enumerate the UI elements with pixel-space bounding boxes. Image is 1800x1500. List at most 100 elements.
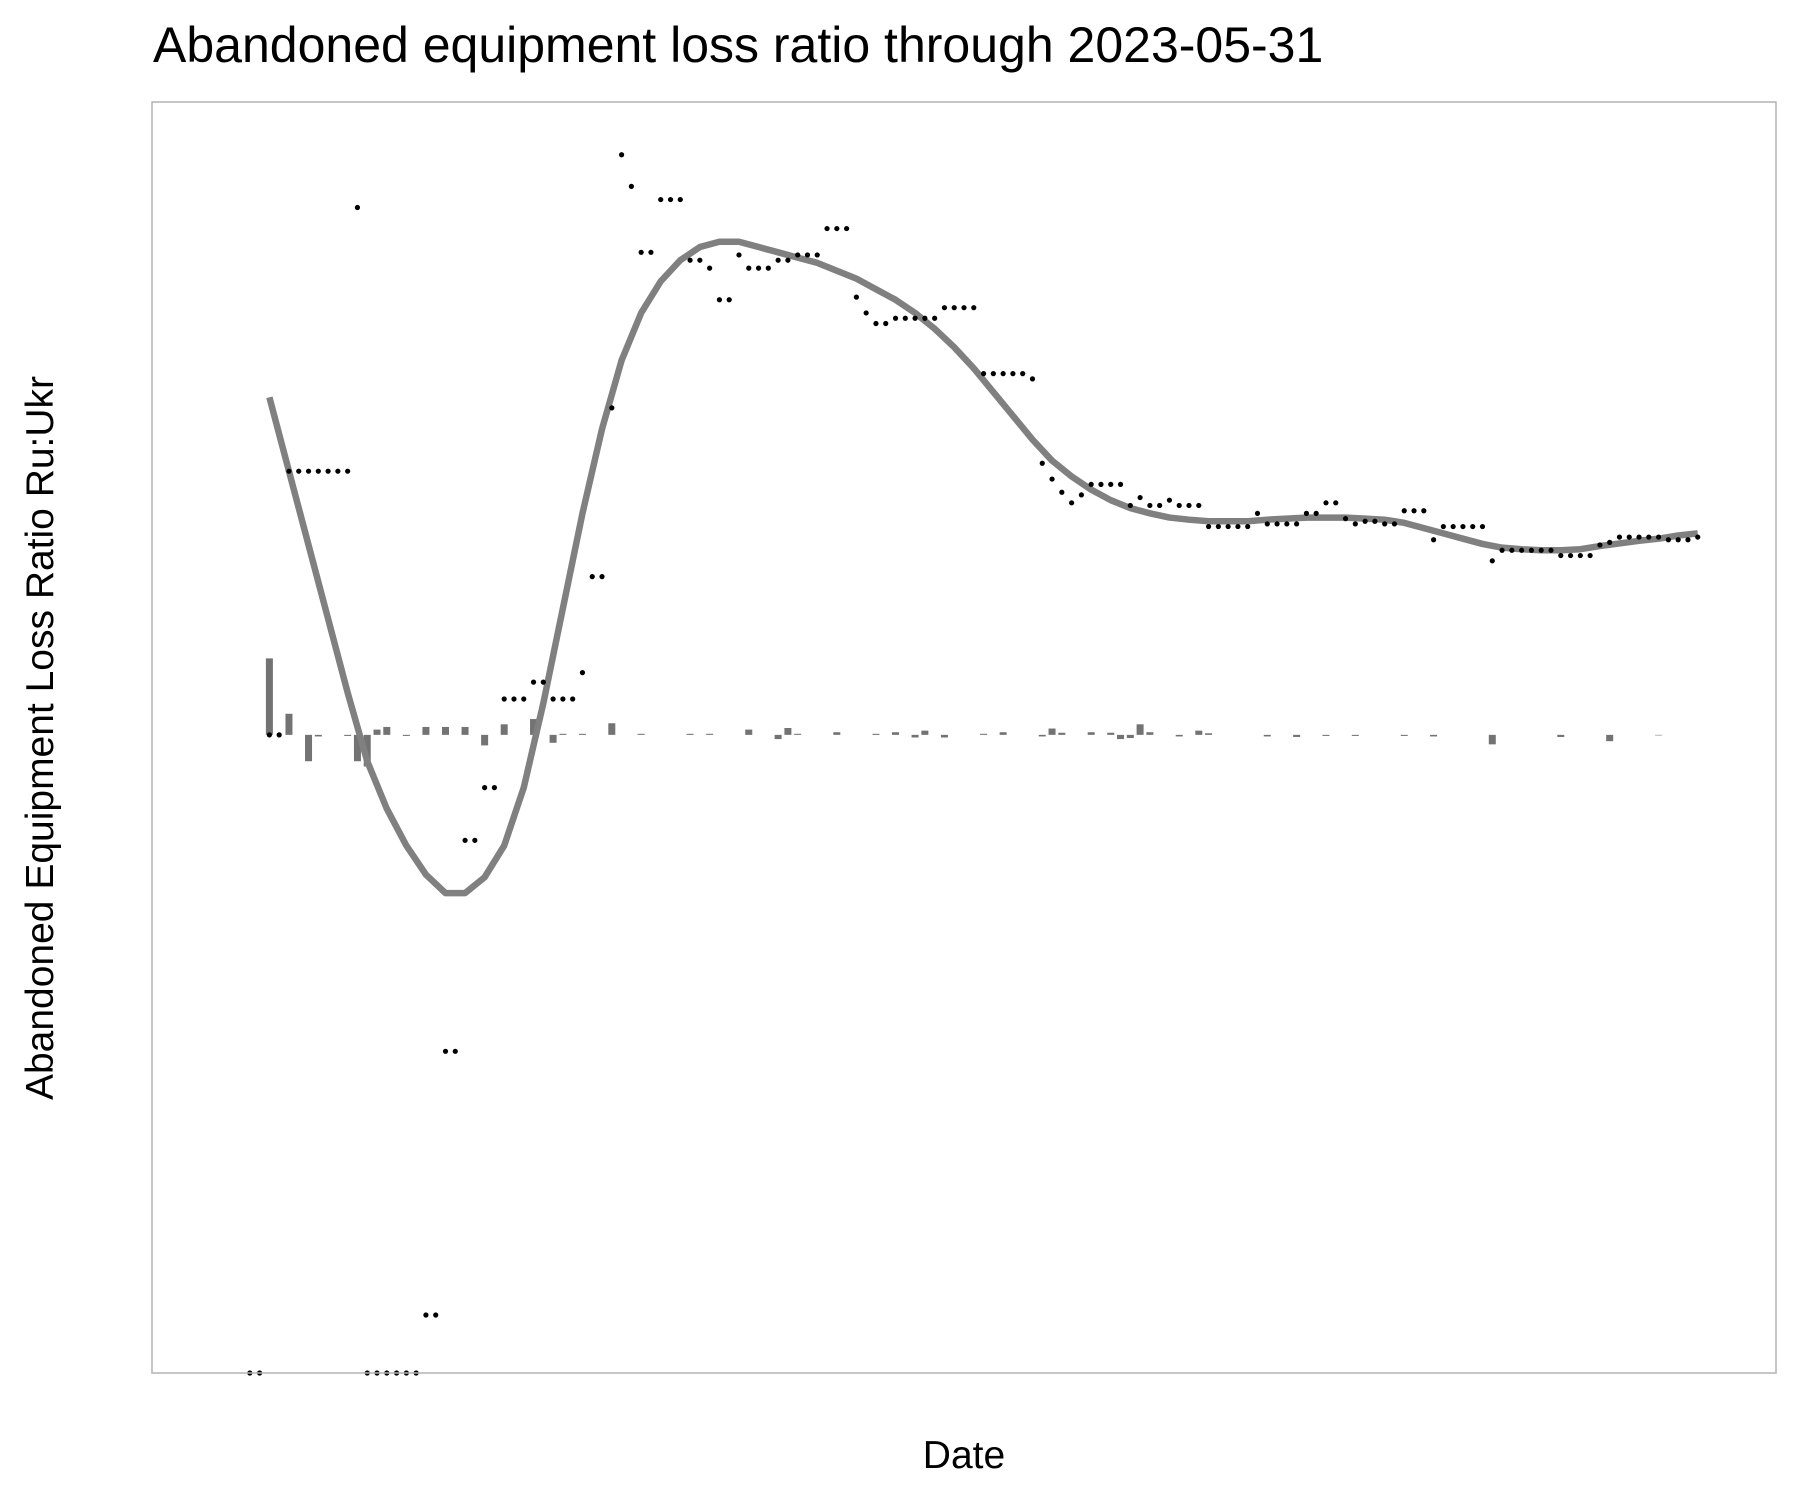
point [1636,534,1642,540]
point [853,294,859,300]
chart-title: Abandoned equipment loss ratio through 2… [153,17,1323,73]
point [1342,516,1349,522]
point [1157,502,1163,509]
point [1597,542,1603,548]
bar [402,734,410,736]
bar [637,733,645,735]
point [775,257,781,263]
point [658,196,664,203]
point [1029,376,1036,382]
bar [305,734,313,762]
bar [833,732,841,735]
point [1607,539,1613,545]
point [1362,518,1368,524]
point [883,320,889,327]
point [1245,523,1251,530]
point [423,1312,429,1318]
panel-border [151,101,1777,1374]
bar [745,729,753,735]
point [1499,547,1505,553]
bar [774,734,782,740]
point [521,696,527,702]
point [276,732,282,738]
bar [1322,734,1330,736]
point [1020,371,1026,377]
point [1470,523,1476,530]
bar [353,734,361,762]
point [1519,547,1525,553]
marks [247,152,1701,1376]
point [1509,547,1515,553]
point [785,257,791,263]
point [1127,502,1133,509]
point [1078,492,1084,498]
bar [1400,734,1408,736]
bar [608,723,616,735]
point [511,696,517,702]
point [599,574,605,580]
point [452,1048,458,1054]
bar [1136,724,1144,735]
bar [1430,734,1438,737]
point [1567,552,1574,559]
bar [1146,732,1154,735]
point [1323,500,1329,506]
point [1235,523,1241,530]
point [912,315,918,321]
point [1010,371,1016,377]
point [834,225,840,232]
point [491,785,498,791]
point [1430,537,1437,543]
point [1646,534,1652,540]
point [1294,521,1300,527]
bar [980,733,988,735]
point [1088,481,1094,487]
bar [1175,734,1183,737]
point [902,315,908,321]
bar [1048,728,1056,735]
point [1450,523,1456,530]
point [892,315,899,321]
bar [383,726,391,735]
point [667,196,674,203]
point [1656,534,1662,540]
point [1098,481,1104,487]
bar [265,658,273,735]
bar [1606,734,1614,742]
point [1215,523,1221,530]
point [472,837,478,843]
point [1421,508,1427,514]
point [746,265,752,271]
point [697,257,703,263]
point [687,257,693,263]
point [1264,521,1270,527]
point [345,468,351,474]
point [482,785,488,791]
point [765,265,771,271]
point [990,371,996,377]
point [570,696,576,702]
point [1695,534,1701,540]
point [1166,497,1173,503]
point [1528,547,1535,553]
point [628,183,634,189]
bar [872,733,880,735]
point [1147,502,1153,509]
bar [1205,733,1213,735]
point [951,305,957,311]
bar [1038,734,1046,737]
point [530,679,537,685]
bar [706,733,714,735]
bar [1351,734,1359,736]
point [325,468,331,474]
point [795,252,801,258]
point [1616,534,1623,540]
bar [1058,732,1066,735]
point [755,265,762,271]
point [1401,508,1407,514]
point [579,670,586,676]
point [501,696,507,702]
point [1254,510,1261,516]
point [305,468,312,474]
point [618,152,625,158]
